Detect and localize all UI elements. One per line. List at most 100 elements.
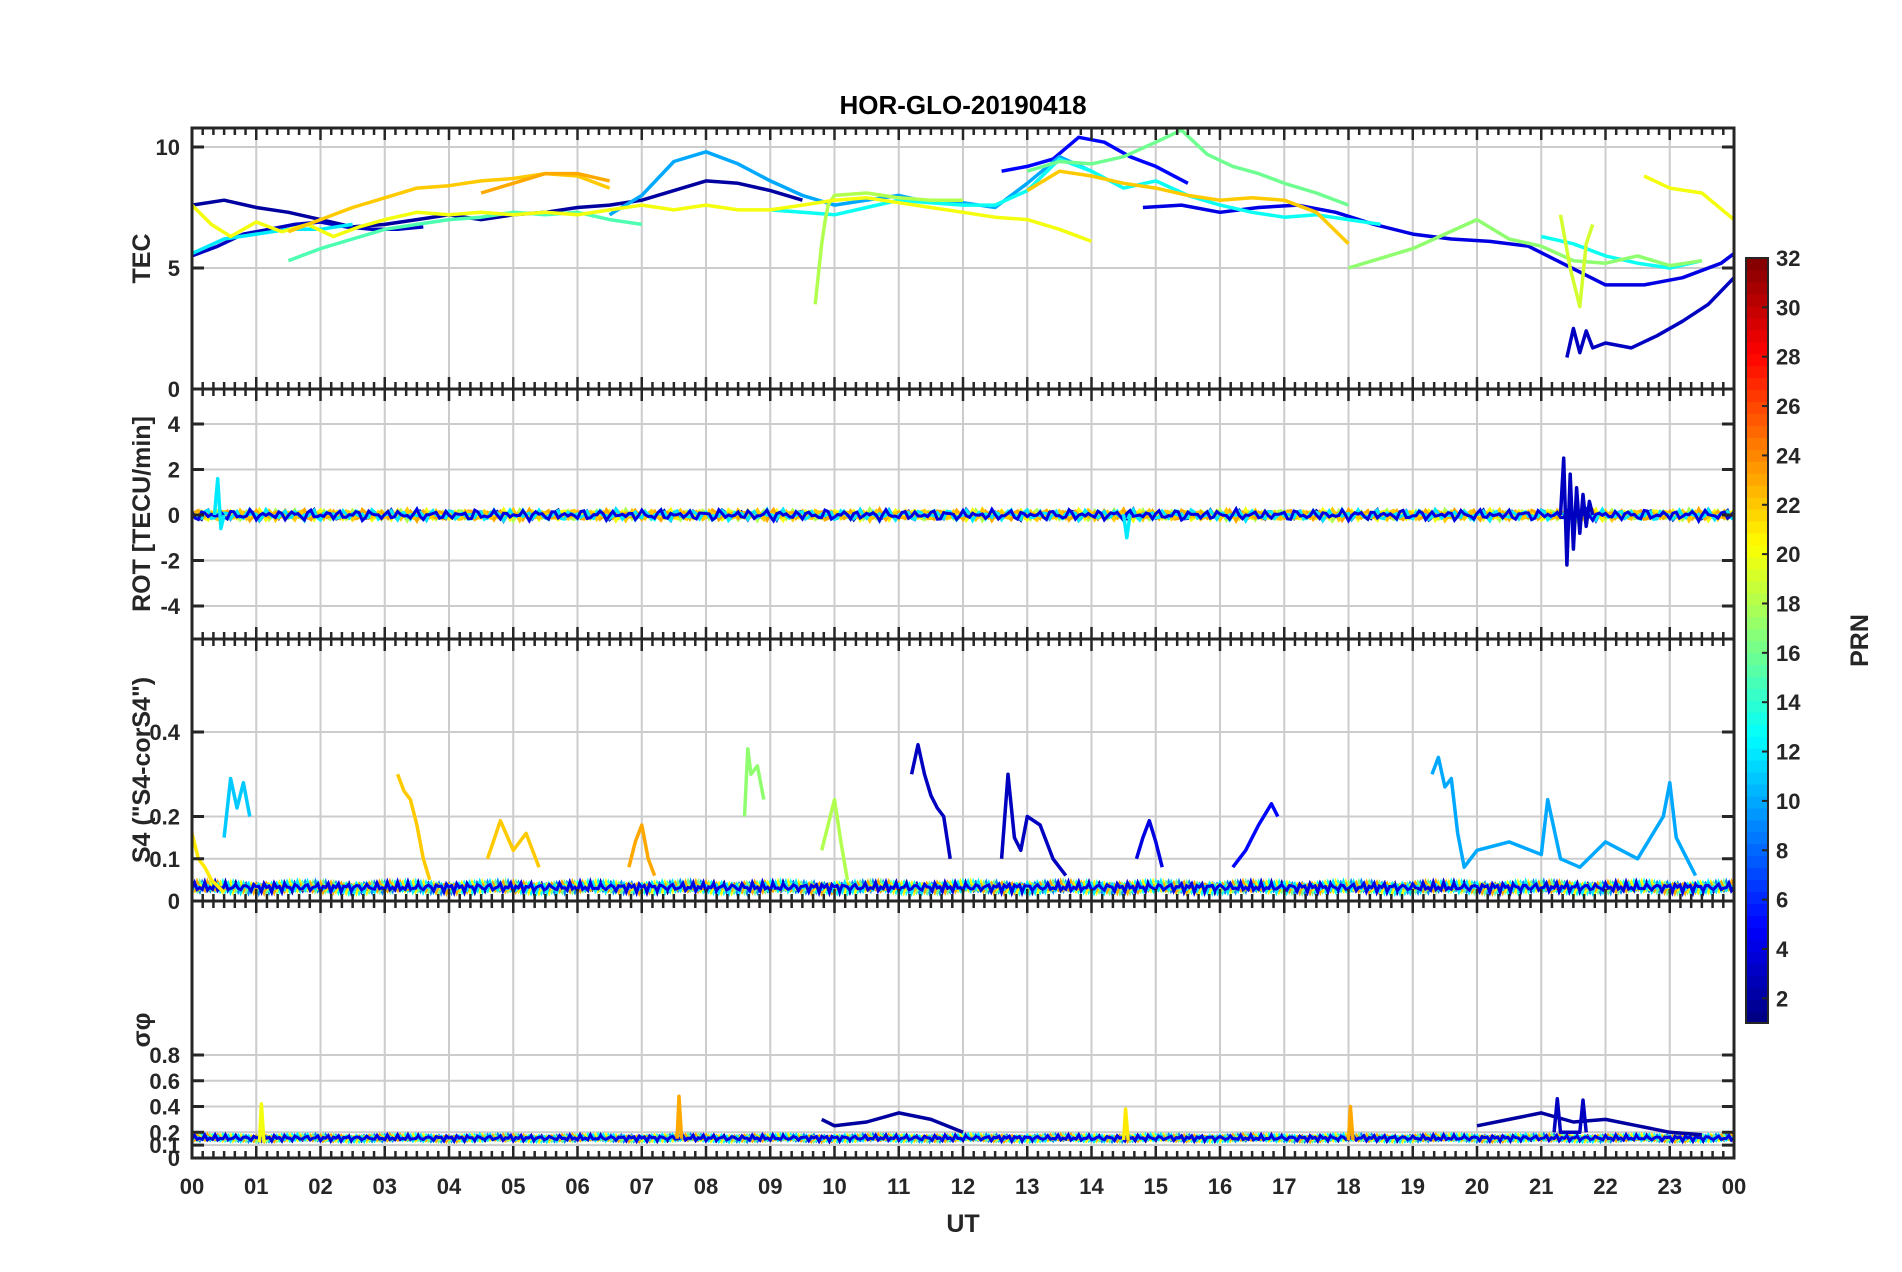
series-line-prn-3	[909, 742, 952, 860]
colorbar-swatch	[1746, 389, 1768, 403]
colorbar-swatch	[1746, 377, 1768, 391]
colorbar-tick-label: 12	[1776, 740, 1800, 765]
colorbar-swatch	[1746, 305, 1768, 319]
y-axis-label-rot: ROT [TECU/min]	[128, 416, 156, 612]
colorbar-tick-label: 6	[1776, 888, 1788, 913]
series-line-prn-21	[1121, 1107, 1130, 1141]
colorbar-swatch	[1746, 903, 1768, 917]
colorbar-swatch	[1746, 628, 1768, 642]
y-tick-label: 0.2	[149, 1120, 180, 1145]
colorbar-swatch	[1746, 329, 1768, 343]
colorbar-tick-label: 28	[1776, 345, 1800, 370]
colorbar-tick-label: 14	[1776, 690, 1801, 715]
x-tick-label: 19	[1401, 1174, 1425, 1199]
colorbar-swatch	[1746, 258, 1768, 271]
colorbar-swatch	[1746, 544, 1768, 558]
y-axis-label-s4: S4 ("S4-corS4")	[128, 677, 156, 863]
colorbar-swatch	[1746, 987, 1768, 1000]
y-tick-label: 0	[168, 1146, 180, 1171]
series-line-prn-11	[222, 776, 252, 838]
y-tick-label: 0.4	[149, 1095, 180, 1120]
x-tick-label: 12	[951, 1174, 975, 1199]
colorbar-swatch	[1746, 664, 1768, 677]
colorbar-swatch	[1746, 293, 1768, 307]
series-line-prn-18	[820, 797, 850, 881]
x-tick-label: 08	[694, 1174, 718, 1199]
series-line-prn-3	[1552, 1097, 1588, 1135]
colorbar-swatch	[1746, 509, 1768, 522]
colorbar-swatch	[1746, 724, 1768, 737]
chart-title: HOR-GLO-20190418	[839, 90, 1086, 120]
y-tick-label: 5	[168, 256, 180, 281]
tick-marks	[190, 128, 1736, 1160]
colorbar-tick-label: 24	[1776, 443, 1801, 468]
y-tick-label: 0	[168, 377, 180, 402]
colorbar-swatch	[1746, 532, 1768, 546]
colorbar-tick-label: 18	[1776, 591, 1800, 616]
x-tick-label: 21	[1529, 1174, 1553, 1199]
y-tick-label: 0.4	[149, 720, 180, 745]
colorbar-swatch	[1746, 520, 1768, 534]
colorbar-swatch	[1746, 795, 1768, 809]
series-line-prn-2	[820, 1111, 964, 1134]
y-tick-label: -2	[160, 549, 180, 574]
colorbar-swatch	[1746, 760, 1768, 773]
series-line-prn-12	[212, 476, 226, 531]
colorbar-swatch	[1746, 269, 1768, 283]
series-line-prn-13	[770, 157, 1381, 227]
y-tick-label: 0	[168, 503, 180, 528]
colorbar-swatch	[1746, 975, 1768, 988]
panel-sigma_phi-series	[192, 1094, 1734, 1145]
series-line-prn-23	[675, 1094, 684, 1139]
series-line-prn-21	[192, 832, 226, 894]
series-line-prn-2	[1476, 1111, 1703, 1137]
series-line-prn-10	[608, 150, 1093, 217]
colorbar-swatch	[1746, 999, 1768, 1012]
x-tick-label: 06	[565, 1174, 589, 1199]
y-tick-label: 0.1	[149, 847, 180, 872]
series-line-prn-5	[1231, 802, 1280, 869]
colorbar-swatch	[1746, 592, 1768, 606]
colorbar-swatch	[1746, 736, 1768, 749]
y-axis-labels: TEC ROT [TECU/min] S4 ("S4-corS4") σφ	[128, 234, 156, 1048]
rot-band-line	[192, 505, 1734, 525]
x-tick-label: 03	[373, 1174, 397, 1199]
x-tick-label: 09	[758, 1174, 782, 1199]
x-tick-label: 11	[887, 1174, 910, 1199]
x-tick-label: 04	[437, 1174, 462, 1199]
colorbar-tick-label: 8	[1776, 838, 1788, 863]
y-tick-label: -4	[160, 594, 180, 619]
colorbar-swatch	[1746, 580, 1768, 594]
series-line-prn-3	[1558, 456, 1595, 567]
series-line-prn-23	[627, 823, 657, 877]
series-line-prn-3	[999, 772, 1068, 877]
colorbar-swatch	[1746, 831, 1768, 845]
panel-rot-series	[192, 456, 1734, 567]
y-tick-label: 0.8	[149, 1043, 180, 1068]
colorbar-swatch	[1746, 365, 1768, 379]
x-tick-label: 00	[180, 1174, 204, 1199]
colorbar-swatch	[1746, 963, 1768, 976]
colorbar-swatch	[1746, 891, 1768, 905]
series-line-prn-3	[1565, 276, 1734, 358]
colorbar-swatch	[1746, 748, 1768, 761]
colorbar-swatch	[1746, 556, 1768, 570]
x-tick-label: 05	[501, 1174, 525, 1199]
colorbar-swatch	[1746, 341, 1768, 355]
colorbar-swatch	[1746, 855, 1768, 869]
series-line-prn-22	[1026, 169, 1350, 246]
y-axis-label-sigma_phi: σφ	[128, 1013, 156, 1048]
colorbar-swatch	[1746, 497, 1768, 510]
y-axis-label-tec: TEC	[128, 234, 156, 284]
colorbar-tick-label: 26	[1776, 394, 1800, 419]
series-line-prn-18	[813, 191, 963, 305]
x-tick-label: 01	[244, 1174, 268, 1199]
series-line-prn-12	[1121, 514, 1132, 540]
colorbar-swatch	[1746, 604, 1768, 618]
colorbar-tick-label: 10	[1776, 789, 1800, 814]
colorbar-swatch	[1746, 652, 1768, 665]
colorbar-swatch	[1746, 700, 1768, 713]
colorbar-swatch	[1746, 413, 1768, 426]
y-tick-label: 0	[168, 889, 180, 914]
